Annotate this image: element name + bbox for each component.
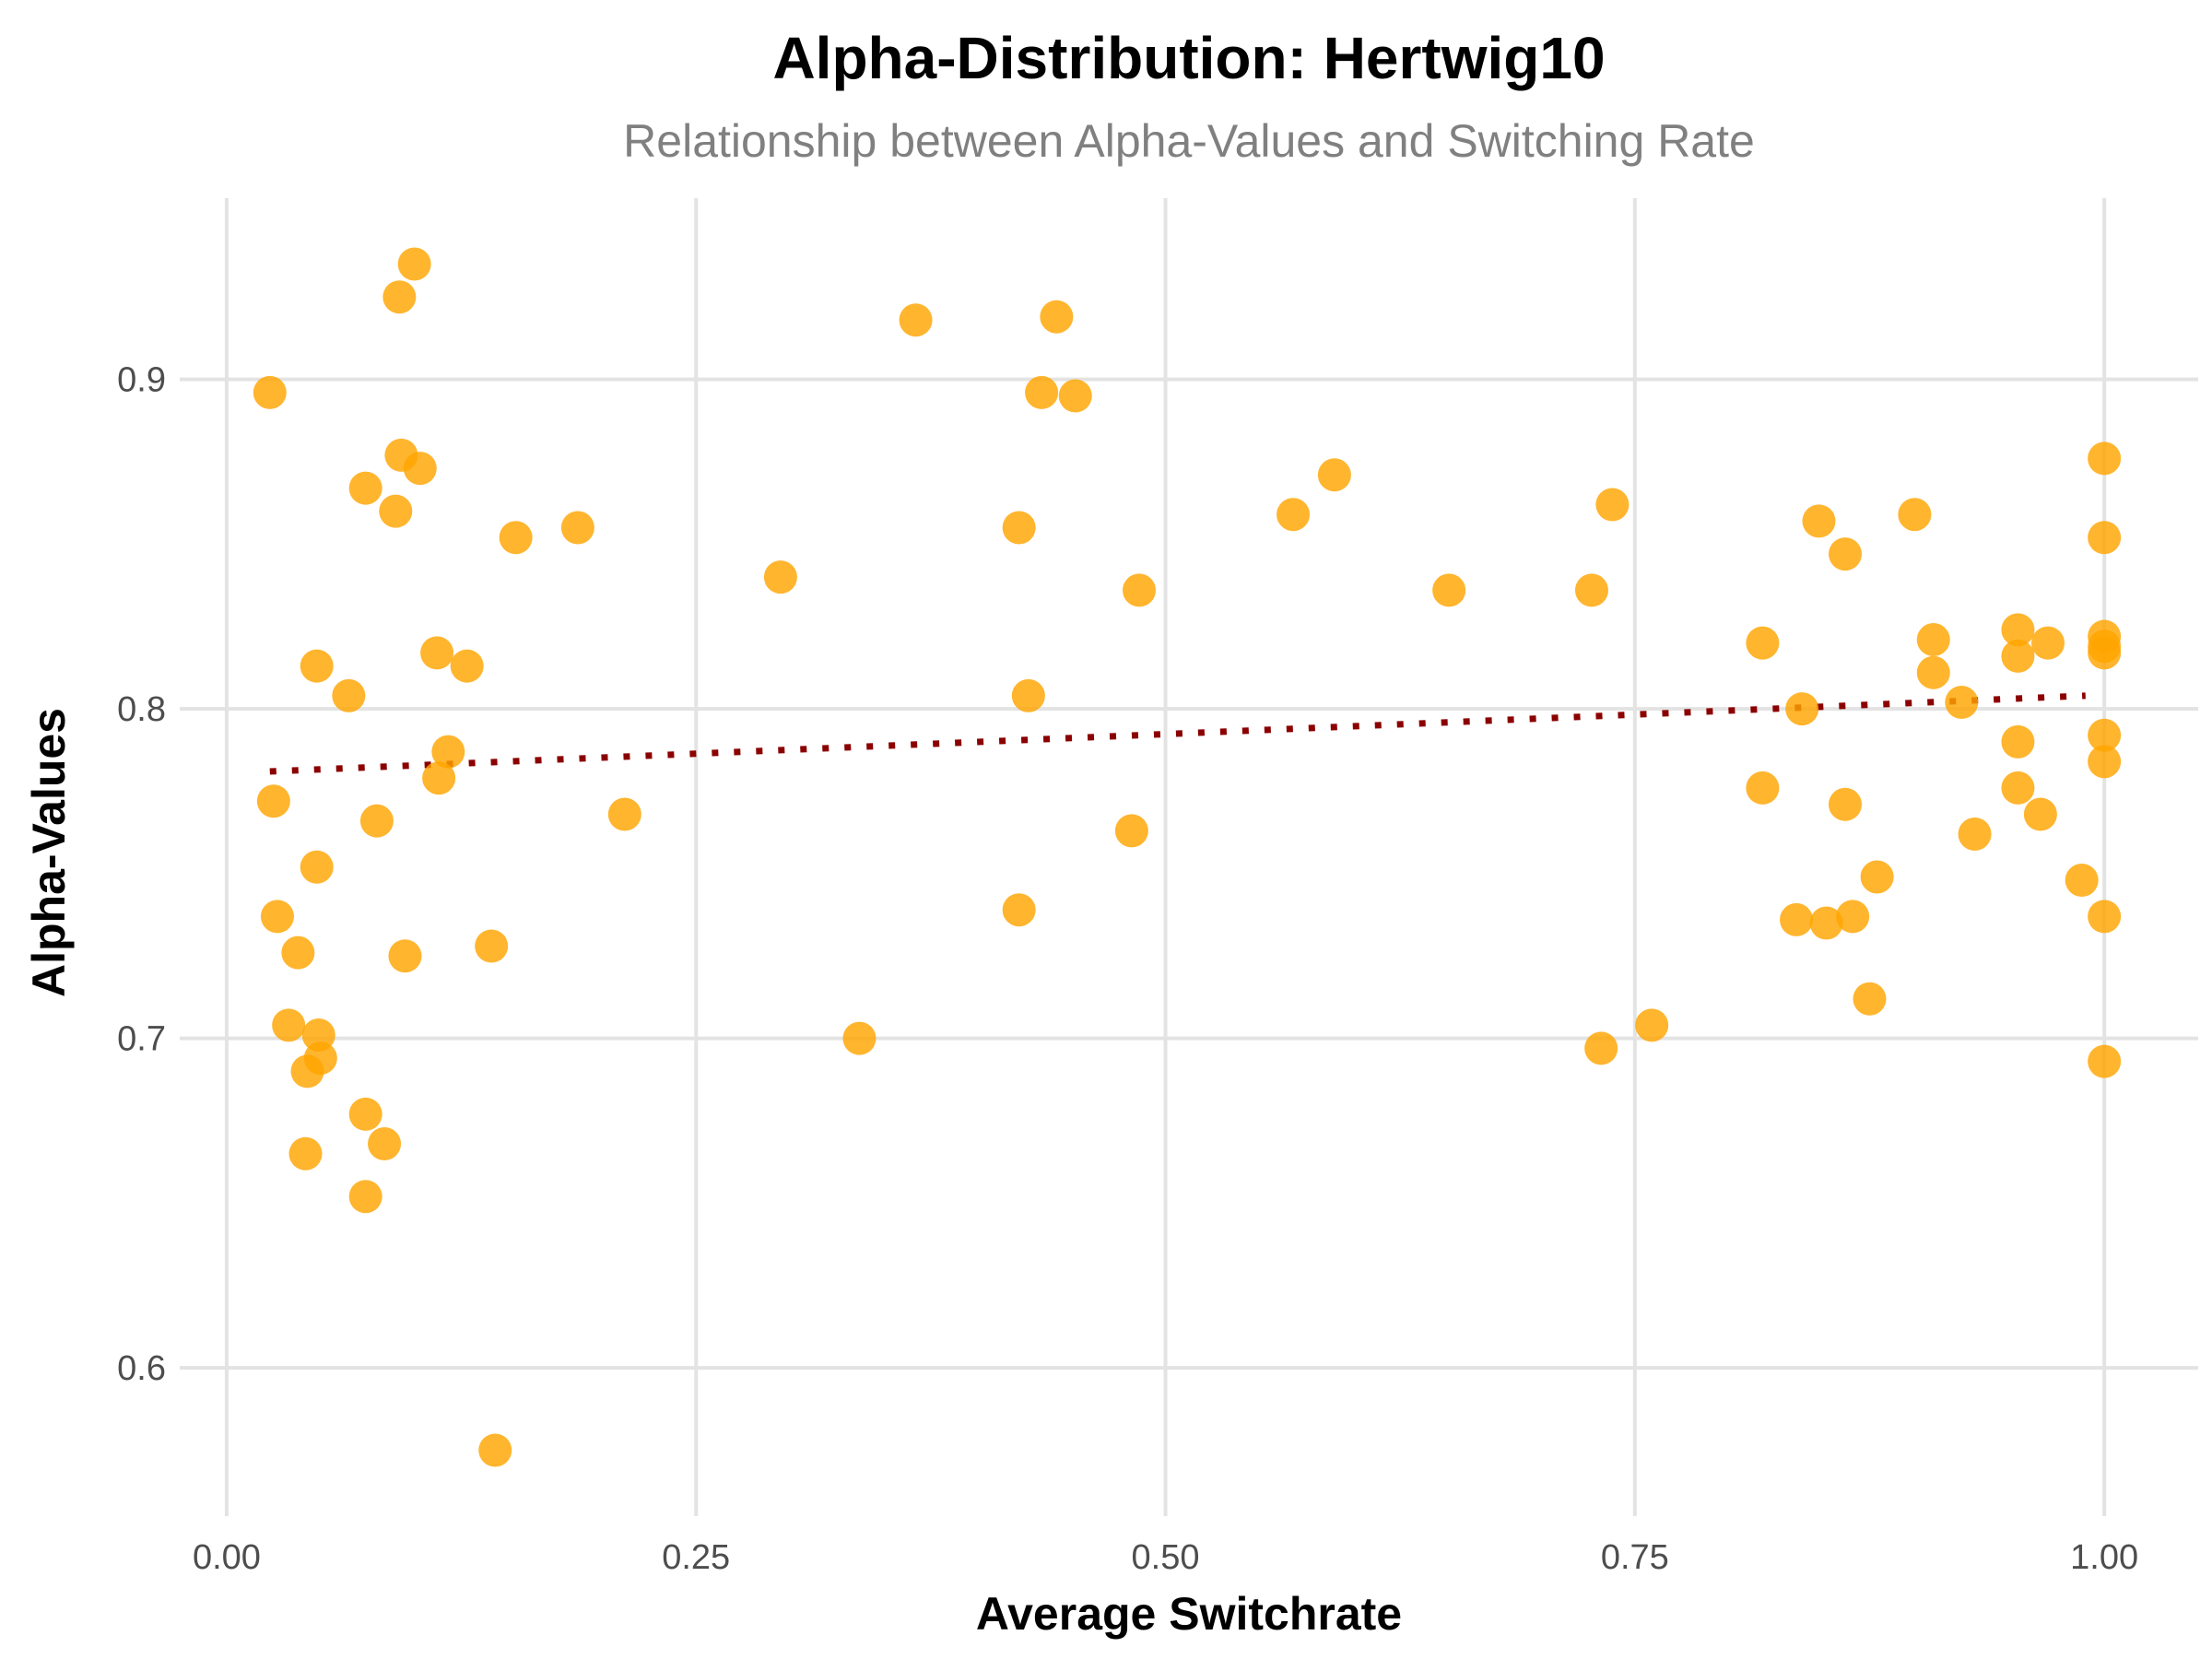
chart-subtitle: Relationship between Alpha-Values and Sw…	[623, 115, 1755, 167]
data-point	[348, 471, 382, 505]
data-point	[1040, 300, 1074, 334]
data-point	[2088, 441, 2122, 476]
data-point	[281, 935, 315, 970]
data-point	[403, 452, 437, 486]
y-tick-label: 0.9	[117, 361, 166, 400]
data-point	[1002, 511, 1036, 545]
data-point	[359, 804, 394, 838]
data-point	[1829, 787, 1863, 821]
data-point	[388, 939, 422, 973]
data-point	[1432, 573, 1466, 607]
data-point	[478, 1433, 512, 1467]
data-point	[1836, 900, 1870, 934]
y-tick-label: 0.8	[117, 690, 166, 729]
data-point	[300, 850, 334, 884]
data-point	[2088, 521, 2122, 555]
data-point	[368, 1127, 402, 1161]
data-point	[499, 521, 533, 555]
x-tick-label: 0.50	[1132, 1538, 1200, 1577]
data-point	[2001, 771, 2035, 805]
points-layer	[253, 247, 2122, 1467]
ticks-layer: 0.00 0.25 0.50 0.75 1.00 0.6 0.7 0.8 0.9	[117, 361, 2138, 1577]
data-point	[1277, 498, 1311, 532]
data-point	[382, 280, 417, 314]
x-tick-label: 0.75	[1601, 1538, 1669, 1577]
data-point	[1916, 623, 1950, 657]
grid-layer	[180, 198, 2198, 1516]
data-point	[379, 494, 413, 528]
data-point	[253, 375, 287, 409]
trend-line	[269, 692, 2086, 775]
data-point	[348, 1180, 382, 1214]
data-point	[260, 900, 294, 934]
data-point	[1595, 488, 1630, 522]
data-point	[2088, 745, 2122, 779]
data-point	[450, 649, 484, 683]
data-point	[1746, 626, 1780, 660]
data-point	[475, 929, 509, 963]
data-point	[332, 678, 366, 712]
data-point	[2031, 626, 2065, 660]
y-axis-title: Alpha-Values	[23, 708, 75, 997]
x-axis-title: Average Switchrate	[976, 1588, 1402, 1640]
data-point	[2065, 864, 2099, 898]
data-point	[1002, 893, 1036, 927]
y-tick-label: 0.7	[117, 1020, 166, 1059]
data-point	[288, 1136, 323, 1171]
data-point	[431, 735, 465, 769]
x-tick-label: 1.00	[2070, 1538, 2138, 1577]
data-point	[1058, 379, 1092, 413]
data-point	[899, 303, 933, 337]
data-point	[1829, 537, 1863, 571]
data-point	[1916, 655, 1950, 689]
trend-layer	[269, 692, 2086, 775]
data-point	[1898, 498, 1932, 532]
data-point	[303, 1041, 337, 1076]
data-point	[2001, 639, 2035, 673]
data-point	[1853, 982, 1887, 1016]
data-point	[2088, 636, 2122, 670]
data-point	[1123, 573, 1157, 607]
data-point	[1574, 573, 1608, 607]
data-point	[842, 1021, 877, 1055]
data-point	[2088, 900, 2122, 934]
data-point	[607, 797, 641, 831]
data-point	[2088, 1044, 2122, 1078]
chart-title: Alpha-Distribution: Hertwig10	[772, 25, 1605, 91]
data-point	[1958, 817, 1992, 851]
data-point	[1584, 1031, 1618, 1065]
data-point	[2023, 797, 2057, 831]
data-point	[560, 511, 594, 545]
data-point	[2001, 613, 2035, 647]
data-point	[1011, 678, 1045, 712]
data-point	[300, 649, 334, 683]
data-point	[1945, 685, 1979, 719]
data-point	[1025, 375, 1059, 409]
data-point	[348, 1097, 382, 1131]
data-point	[1785, 692, 1819, 726]
data-point	[1317, 458, 1351, 492]
data-point	[397, 247, 431, 281]
data-point	[422, 761, 456, 795]
x-tick-label: 0.25	[662, 1538, 730, 1577]
data-point	[256, 784, 290, 818]
data-point	[1114, 814, 1148, 848]
data-point	[2001, 724, 2035, 759]
y-tick-label: 0.6	[117, 1349, 166, 1388]
data-point	[1635, 1008, 1669, 1042]
data-point	[272, 1008, 306, 1042]
x-tick-label: 0.00	[193, 1538, 261, 1577]
data-point	[1780, 902, 1814, 936]
data-point	[1802, 504, 1836, 538]
data-point	[1809, 906, 1843, 940]
data-point	[2088, 718, 2122, 752]
data-point	[420, 636, 454, 670]
data-point	[1860, 860, 1894, 894]
data-point	[763, 560, 797, 594]
data-point	[1746, 771, 1780, 805]
